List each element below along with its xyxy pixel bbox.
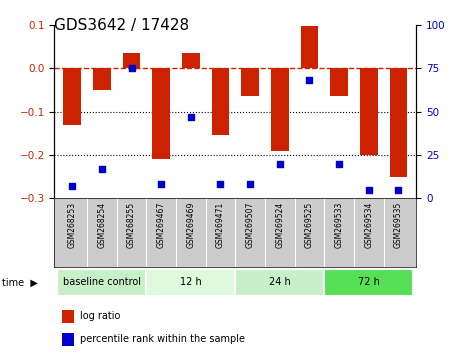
Text: 72 h: 72 h	[358, 277, 380, 287]
Text: GSM269471: GSM269471	[216, 202, 225, 248]
Bar	[330, 68, 348, 96]
Bar	[63, 68, 81, 125]
Bar	[123, 53, 140, 68]
Text: GSM269469: GSM269469	[186, 202, 195, 248]
Bar	[61, 310, 74, 323]
Text: 12 h: 12 h	[180, 277, 201, 287]
Text: GSM269467: GSM269467	[157, 202, 166, 248]
Text: GSM269525: GSM269525	[305, 202, 314, 248]
Bar	[241, 68, 259, 96]
Bar	[300, 26, 318, 68]
Text: GSM269524: GSM269524	[275, 202, 284, 248]
Point	[128, 65, 135, 71]
Bar	[236, 269, 324, 296]
Point	[69, 183, 76, 189]
Point	[335, 161, 343, 166]
Text: GSM269535: GSM269535	[394, 202, 403, 248]
Text: log ratio: log ratio	[80, 312, 120, 321]
Bar	[152, 68, 170, 159]
Point	[187, 114, 194, 120]
Text: baseline control: baseline control	[63, 277, 141, 287]
Bar	[61, 333, 74, 346]
Bar	[57, 269, 146, 296]
Text: percentile rank within the sample: percentile rank within the sample	[80, 335, 245, 344]
Text: GSM268254: GSM268254	[97, 202, 106, 248]
Text: GSM268255: GSM268255	[127, 202, 136, 248]
Bar	[390, 68, 407, 177]
Text: 24 h: 24 h	[269, 277, 291, 287]
Text: GSM268253: GSM268253	[68, 202, 77, 248]
Point	[246, 182, 254, 187]
Text: GSM269533: GSM269533	[334, 202, 343, 248]
Point	[365, 187, 373, 193]
Point	[217, 182, 224, 187]
Text: GSM269507: GSM269507	[245, 202, 254, 248]
Bar	[324, 269, 413, 296]
Bar	[360, 68, 377, 155]
Bar	[271, 68, 289, 150]
Point	[98, 166, 105, 172]
Bar	[93, 68, 111, 90]
Point	[306, 78, 313, 83]
Text: time  ▶: time ▶	[2, 278, 38, 287]
Text: GSM269534: GSM269534	[364, 202, 373, 248]
Text: GDS3642 / 17428: GDS3642 / 17428	[54, 18, 190, 33]
Bar	[182, 53, 200, 68]
Point	[158, 182, 165, 187]
Bar	[146, 269, 236, 296]
Point	[394, 187, 402, 193]
Point	[276, 161, 284, 166]
Bar	[211, 68, 229, 135]
